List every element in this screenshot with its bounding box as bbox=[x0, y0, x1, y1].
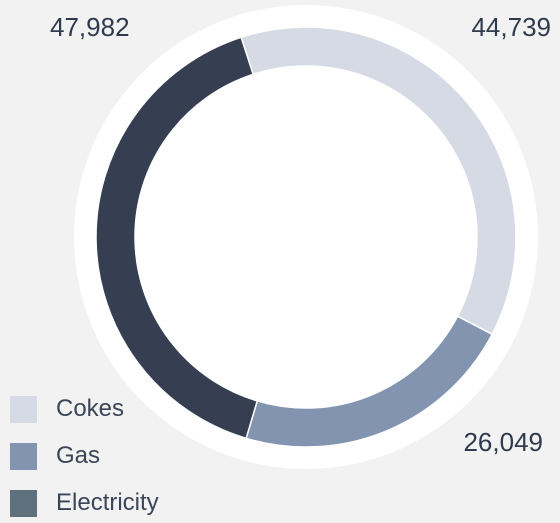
legend-swatch-cokes bbox=[10, 395, 37, 423]
chart-legend: Cokes Gas Electricity bbox=[10, 395, 159, 523]
legend-label-cokes: Cokes bbox=[56, 395, 125, 422]
data-label-gas: 26,049 bbox=[463, 427, 543, 457]
donut-hole bbox=[135, 66, 477, 408]
legend-label-gas: Gas bbox=[56, 442, 101, 469]
data-label-cokes: 44,739 bbox=[471, 12, 551, 42]
data-label-electricity: 47,982 bbox=[50, 12, 130, 42]
legend-item-electricity: Electricity bbox=[10, 489, 159, 517]
legend-label-electricity: Electricity bbox=[56, 489, 159, 516]
legend-item-gas: Gas bbox=[10, 442, 159, 470]
data-labels-group: 44,739 26,049 47,982 bbox=[50, 12, 551, 457]
legend-swatch-electricity bbox=[10, 489, 37, 517]
legend-item-cokes: Cokes bbox=[10, 395, 159, 423]
legend-swatch-gas bbox=[10, 442, 37, 470]
